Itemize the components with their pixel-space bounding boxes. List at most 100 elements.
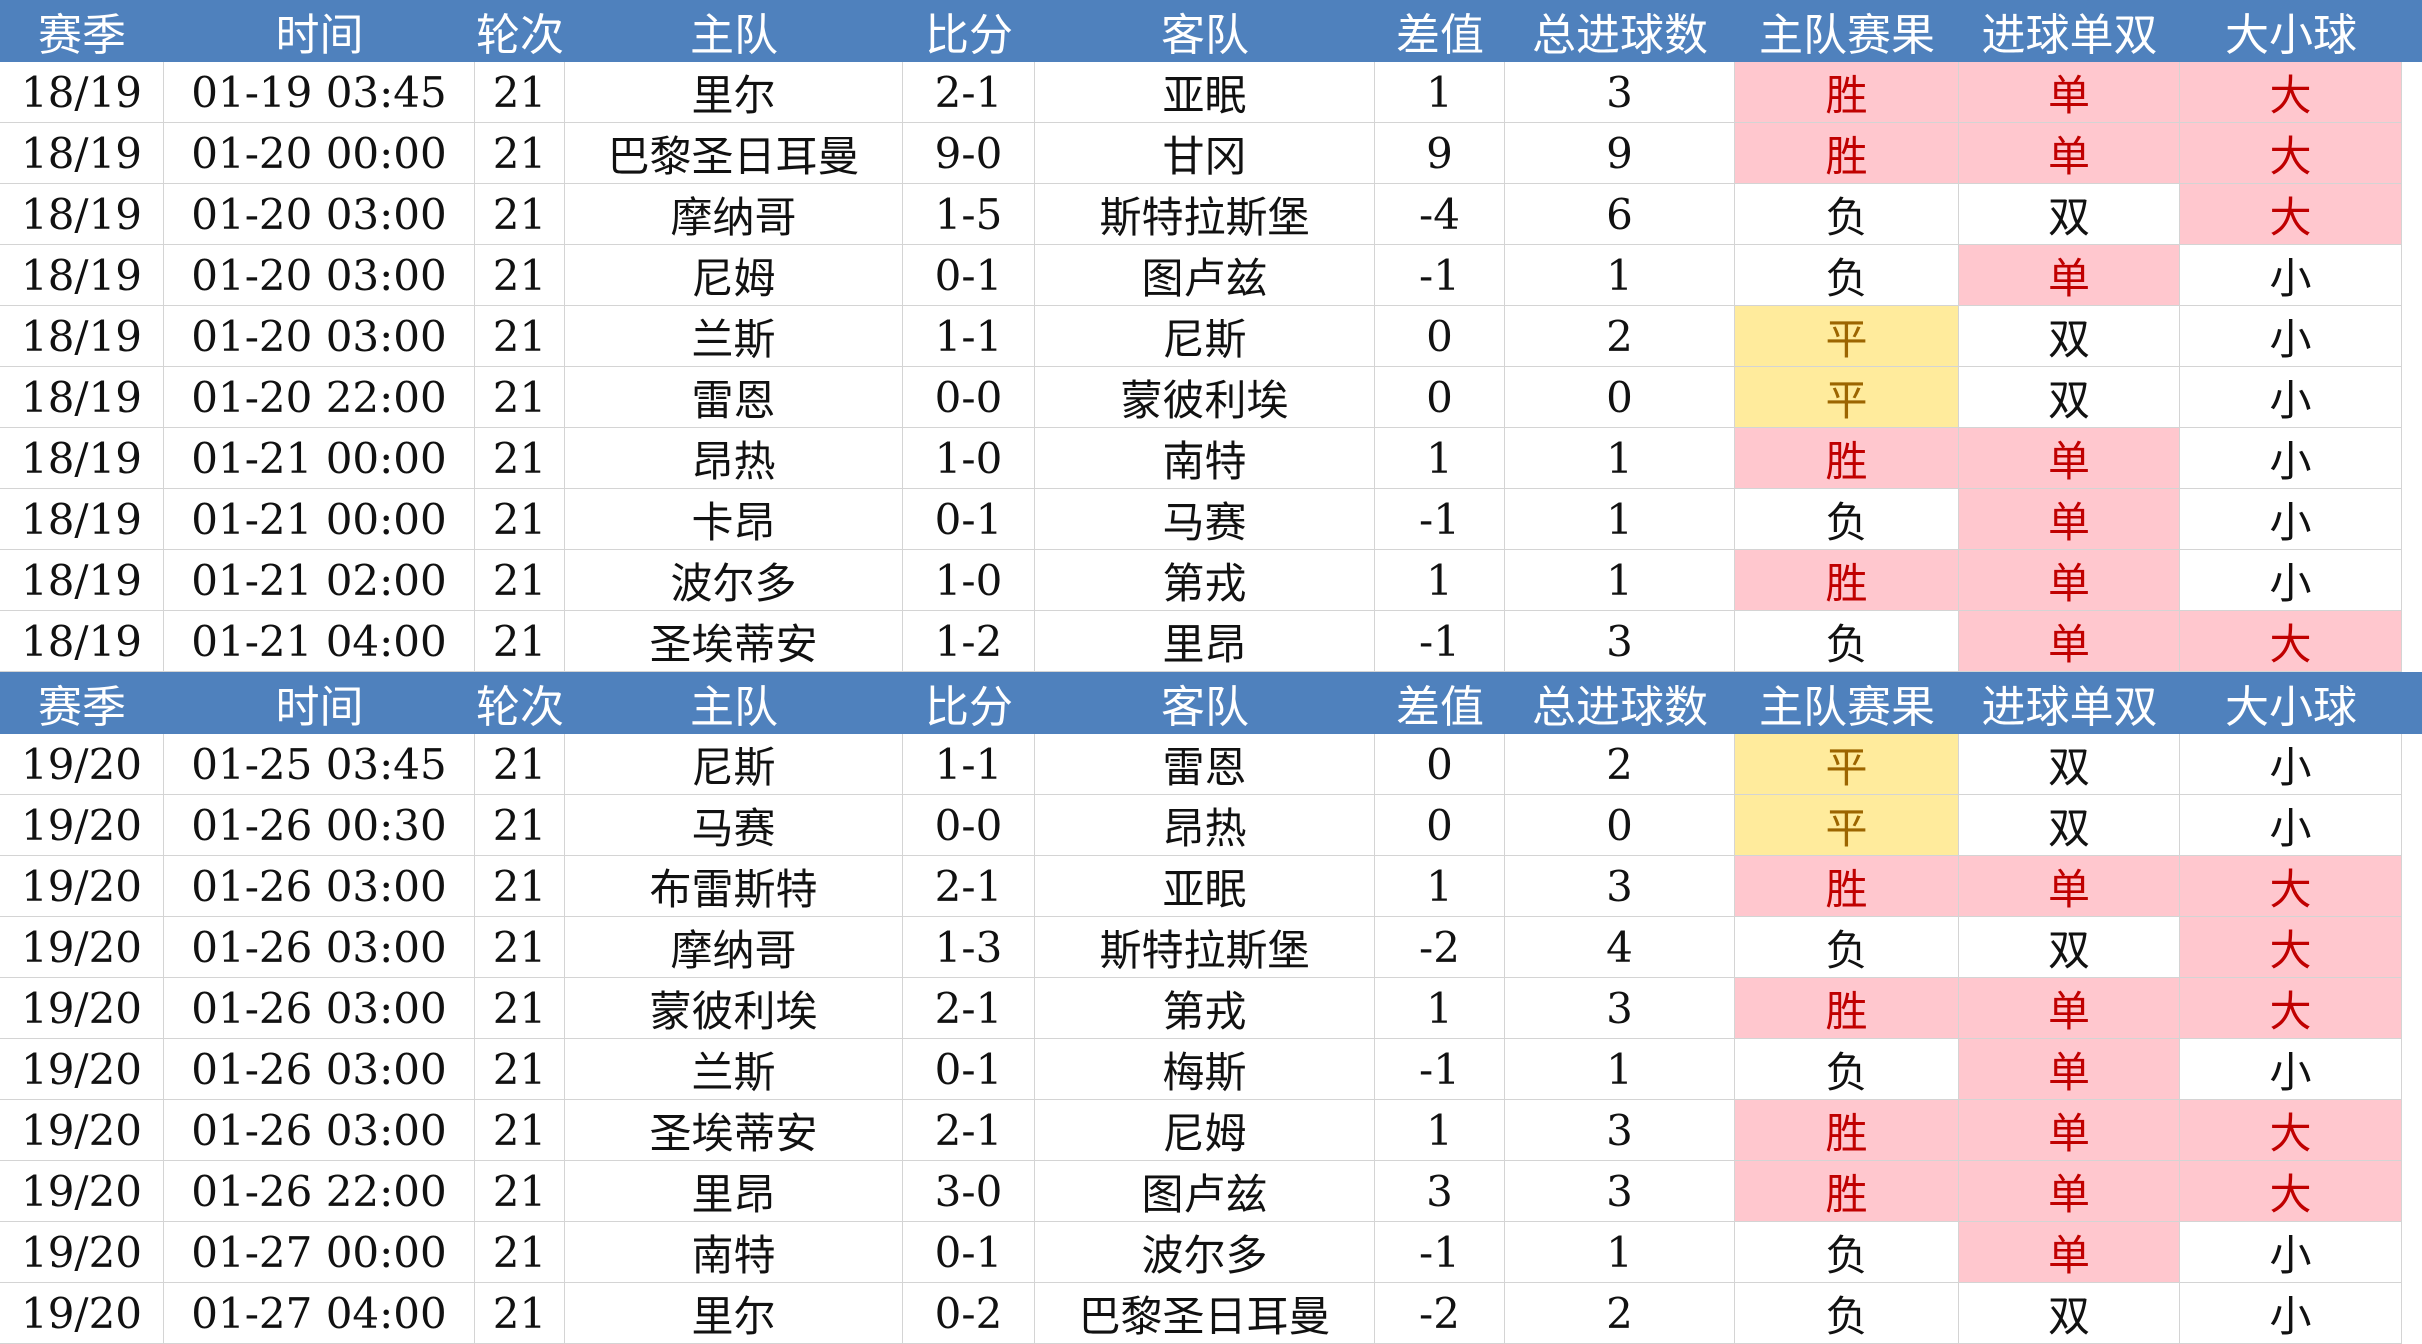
cell-score[interactable]: 1-0 (903, 428, 1035, 489)
cell-total-goals[interactable]: 2 (1505, 1283, 1735, 1344)
cell-season[interactable]: 18/19 (0, 245, 164, 306)
cell-over-under[interactable]: 小 (2180, 367, 2402, 428)
cell-home-result[interactable]: 负 (1735, 1039, 1959, 1100)
cell-score[interactable]: 0-1 (903, 245, 1035, 306)
cell-score[interactable]: 1-0 (903, 550, 1035, 611)
cell-home-team[interactable]: 波尔多 (565, 550, 903, 611)
cell-round[interactable]: 21 (475, 1100, 565, 1161)
cell-season[interactable]: 18/19 (0, 62, 164, 123)
cell-away-team[interactable]: 昂热 (1035, 795, 1375, 856)
cell-away-team[interactable]: 梅斯 (1035, 1039, 1375, 1100)
cell-score[interactable]: 0-2 (903, 1283, 1035, 1344)
cell-time[interactable]: 01-20 03:00 (164, 245, 475, 306)
cell-score[interactable]: 0-0 (903, 367, 1035, 428)
cell-round[interactable]: 21 (475, 489, 565, 550)
cell-over-under[interactable]: 大 (2180, 184, 2402, 245)
cell-time[interactable]: 01-26 00:30 (164, 795, 475, 856)
cell-home-result[interactable]: 负 (1735, 184, 1959, 245)
cell-home-result[interactable]: 胜 (1735, 856, 1959, 917)
cell-time[interactable]: 01-26 03:00 (164, 856, 475, 917)
cell-round[interactable]: 21 (475, 184, 565, 245)
cell-goal-diff[interactable]: 1 (1375, 62, 1505, 123)
cell-round[interactable]: 21 (475, 1161, 565, 1222)
cell-goals-odd-even[interactable]: 双 (1959, 1283, 2180, 1344)
cell-home-result[interactable]: 平 (1735, 734, 1959, 795)
cell-goals-odd-even[interactable]: 单 (1959, 978, 2180, 1039)
cell-home-team[interactable]: 圣埃蒂安 (565, 611, 903, 672)
cell-home-team[interactable]: 南特 (565, 1222, 903, 1283)
cell-home-team[interactable]: 卡昂 (565, 489, 903, 550)
cell-over-under[interactable]: 小 (2180, 1283, 2402, 1344)
cell-home-team[interactable]: 里昂 (565, 1161, 903, 1222)
cell-away-team[interactable]: 斯特拉斯堡 (1035, 184, 1375, 245)
cell-goals-odd-even[interactable]: 单 (1959, 1039, 2180, 1100)
cell-time[interactable]: 01-21 02:00 (164, 550, 475, 611)
cell-round[interactable]: 21 (475, 123, 565, 184)
cell-round[interactable]: 21 (475, 550, 565, 611)
cell-round[interactable]: 21 (475, 917, 565, 978)
cell-goals-odd-even[interactable]: 单 (1959, 123, 2180, 184)
cell-over-under[interactable]: 小 (2180, 428, 2402, 489)
cell-away-team[interactable]: 南特 (1035, 428, 1375, 489)
cell-goal-diff[interactable]: 3 (1375, 1161, 1505, 1222)
cell-total-goals[interactable]: 1 (1505, 1222, 1735, 1283)
cell-total-goals[interactable]: 3 (1505, 978, 1735, 1039)
cell-time[interactable]: 01-21 04:00 (164, 611, 475, 672)
cell-round[interactable]: 21 (475, 978, 565, 1039)
cell-total-goals[interactable]: 1 (1505, 1039, 1735, 1100)
cell-over-under[interactable]: 大 (2180, 611, 2402, 672)
cell-total-goals[interactable]: 2 (1505, 734, 1735, 795)
cell-season[interactable]: 19/20 (0, 856, 164, 917)
cell-away-team[interactable]: 亚眠 (1035, 62, 1375, 123)
cell-time[interactable]: 01-20 22:00 (164, 367, 475, 428)
cell-home-result[interactable]: 胜 (1735, 123, 1959, 184)
cell-goal-diff[interactable]: -2 (1375, 917, 1505, 978)
cell-goal-diff[interactable]: 1 (1375, 978, 1505, 1039)
cell-over-under[interactable]: 大 (2180, 978, 2402, 1039)
cell-home-team[interactable]: 里尔 (565, 62, 903, 123)
cell-time[interactable]: 01-27 00:00 (164, 1222, 475, 1283)
cell-total-goals[interactable]: 1 (1505, 489, 1735, 550)
cell-goal-diff[interactable]: 1 (1375, 428, 1505, 489)
cell-goal-diff[interactable]: 1 (1375, 1100, 1505, 1161)
cell-away-team[interactable]: 蒙彼利埃 (1035, 367, 1375, 428)
cell-score[interactable]: 1-1 (903, 734, 1035, 795)
cell-home-team[interactable]: 尼斯 (565, 734, 903, 795)
cell-time[interactable]: 01-20 00:00 (164, 123, 475, 184)
cell-season[interactable]: 18/19 (0, 550, 164, 611)
cell-season[interactable]: 19/20 (0, 917, 164, 978)
cell-round[interactable]: 21 (475, 856, 565, 917)
cell-round[interactable]: 21 (475, 1222, 565, 1283)
cell-goals-odd-even[interactable]: 单 (1959, 428, 2180, 489)
cell-home-team[interactable]: 里尔 (565, 1283, 903, 1344)
cell-season[interactable]: 18/19 (0, 184, 164, 245)
cell-goals-odd-even[interactable]: 单 (1959, 856, 2180, 917)
cell-home-result[interactable]: 负 (1735, 1222, 1959, 1283)
cell-goals-odd-even[interactable]: 单 (1959, 489, 2180, 550)
cell-score[interactable]: 0-0 (903, 795, 1035, 856)
cell-away-team[interactable]: 亚眠 (1035, 856, 1375, 917)
cell-goal-diff[interactable]: 0 (1375, 367, 1505, 428)
cell-score[interactable]: 1-3 (903, 917, 1035, 978)
cell-round[interactable]: 21 (475, 245, 565, 306)
cell-home-team[interactable]: 雷恩 (565, 367, 903, 428)
cell-home-result[interactable]: 负 (1735, 917, 1959, 978)
cell-total-goals[interactable]: 0 (1505, 367, 1735, 428)
cell-over-under[interactable]: 小 (2180, 795, 2402, 856)
cell-goal-diff[interactable]: -4 (1375, 184, 1505, 245)
cell-time[interactable]: 01-26 03:00 (164, 1039, 475, 1100)
cell-season[interactable]: 19/20 (0, 795, 164, 856)
cell-time[interactable]: 01-26 03:00 (164, 978, 475, 1039)
cell-away-team[interactable]: 第戎 (1035, 978, 1375, 1039)
cell-over-under[interactable]: 大 (2180, 1100, 2402, 1161)
cell-goals-odd-even[interactable]: 单 (1959, 611, 2180, 672)
cell-over-under[interactable]: 小 (2180, 734, 2402, 795)
cell-score[interactable]: 2-1 (903, 856, 1035, 917)
cell-season[interactable]: 18/19 (0, 367, 164, 428)
cell-goal-diff[interactable]: 0 (1375, 795, 1505, 856)
cell-season[interactable]: 19/20 (0, 1161, 164, 1222)
cell-total-goals[interactable]: 4 (1505, 917, 1735, 978)
cell-away-team[interactable]: 斯特拉斯堡 (1035, 917, 1375, 978)
cell-total-goals[interactable]: 3 (1505, 62, 1735, 123)
cell-goals-odd-even[interactable]: 双 (1959, 306, 2180, 367)
